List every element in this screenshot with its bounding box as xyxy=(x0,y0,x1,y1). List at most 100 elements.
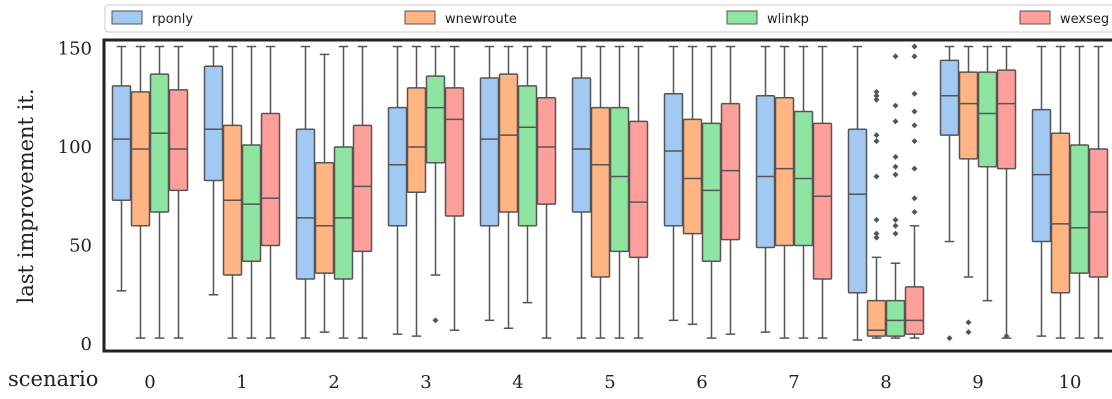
outlier-point xyxy=(912,44,918,50)
box-iqr xyxy=(1033,110,1051,242)
box-iqr xyxy=(887,301,905,336)
box-iqr xyxy=(335,147,353,279)
box-wlinkp-8 xyxy=(887,53,905,338)
box-wexseg-3 xyxy=(446,47,464,331)
outlier-point xyxy=(912,122,918,128)
x-tick-label: 4 xyxy=(512,372,523,393)
box-iqr xyxy=(408,88,426,192)
y-tick-label: 0 xyxy=(81,334,92,355)
box-rponly-10 xyxy=(1033,47,1051,337)
outlier-point xyxy=(874,174,880,180)
legend-swatch xyxy=(727,11,757,24)
box-wnewroute-1 xyxy=(224,47,242,339)
box-wexseg-7 xyxy=(814,47,832,339)
box-rponly-9 xyxy=(941,47,959,342)
box-wnewroute-6 xyxy=(684,47,702,325)
x-tick-label: 0 xyxy=(144,372,155,393)
box-iqr xyxy=(389,108,407,226)
box-wexseg-0 xyxy=(170,47,188,339)
box-iqr xyxy=(906,287,924,334)
outlier-point xyxy=(893,164,899,170)
box-iqr xyxy=(262,114,280,246)
box-rponly-6 xyxy=(665,47,683,321)
box-iqr xyxy=(519,86,537,226)
outlier-point xyxy=(912,109,918,115)
legend-frame xyxy=(105,5,1112,32)
box-iqr xyxy=(776,98,794,246)
box-wnewroute-3 xyxy=(408,47,426,337)
outlier-point xyxy=(912,138,918,144)
box-wlinkp-2 xyxy=(335,47,353,339)
box-wnewroute-4 xyxy=(500,47,518,329)
x-tick-label: 7 xyxy=(788,372,799,393)
box-iqr xyxy=(684,119,702,233)
x-tick-label: 10 xyxy=(1059,372,1082,393)
box-iqr xyxy=(205,66,223,180)
box-iqr xyxy=(500,74,518,212)
legend-label: wexseg xyxy=(1060,12,1109,27)
box-iqr xyxy=(297,129,315,279)
box-iqr xyxy=(481,78,499,226)
y-tick-label: 50 xyxy=(69,236,92,257)
box-iqr xyxy=(354,125,372,251)
y-axis-label: last improvement it. xyxy=(14,89,38,304)
box-wexseg-9 xyxy=(998,47,1016,340)
box-iqr xyxy=(757,96,775,248)
outlier-point xyxy=(966,319,972,325)
outlier-point xyxy=(433,317,439,323)
legend: rponly wnewroute wlinkp wexseg xyxy=(105,5,1112,32)
box-iqr xyxy=(703,123,721,261)
box-iqr xyxy=(611,108,629,252)
x-tick-label: 5 xyxy=(604,372,615,393)
box-rponly-5 xyxy=(573,47,591,339)
box-iqr xyxy=(427,76,445,163)
box-wlinkp-5 xyxy=(611,47,629,339)
outlier-point xyxy=(893,103,899,109)
box-rponly-7 xyxy=(757,47,775,333)
box-wexseg-8 xyxy=(906,44,924,339)
box-iqr xyxy=(998,70,1016,169)
box-wexseg-1 xyxy=(262,47,280,339)
x-tick-label: 1 xyxy=(236,372,247,393)
box-rponly-1 xyxy=(205,47,223,295)
outlier-point xyxy=(874,89,880,95)
box-rponly-8 xyxy=(849,47,867,341)
legend-swatch xyxy=(405,11,435,24)
outlier-point xyxy=(966,329,972,335)
x-tick-label: 8 xyxy=(880,372,891,393)
outlier-point xyxy=(912,209,918,215)
box-iqr xyxy=(665,94,683,226)
outlier-point xyxy=(874,132,880,138)
outlier-point xyxy=(874,138,880,144)
x-axis: 0 1 2 3 4 5 6 7 8 9 10 xyxy=(144,372,1081,393)
box-iqr xyxy=(1052,133,1070,293)
box-wexseg-6 xyxy=(722,47,740,335)
box-rponly-2 xyxy=(297,47,315,339)
box-wexseg-5 xyxy=(630,47,648,339)
outlier-point xyxy=(893,154,899,160)
box-iqr xyxy=(849,129,867,293)
box-wlinkp-0 xyxy=(151,47,169,339)
legend-swatch xyxy=(1020,11,1050,24)
box-iqr xyxy=(243,145,261,261)
box-wlinkp-7 xyxy=(795,47,813,339)
box-iqr xyxy=(316,163,334,273)
box-wlinkp-3 xyxy=(427,47,445,324)
box-iqr xyxy=(1071,145,1089,273)
box-iqr xyxy=(170,90,188,190)
outlier-point xyxy=(947,335,953,341)
box-wnewroute-0 xyxy=(132,47,150,339)
box-iqr xyxy=(960,72,978,159)
box-iqr xyxy=(538,98,556,204)
outlier-point xyxy=(893,118,899,124)
outlier-point xyxy=(912,195,918,201)
outlier-point xyxy=(874,217,880,223)
y-axis: 0 50 100 150 xyxy=(58,39,92,356)
box-iqr xyxy=(446,88,464,216)
plot-area xyxy=(113,44,1108,342)
box-iqr xyxy=(592,108,610,277)
outlier-point xyxy=(874,231,880,237)
box-iqr xyxy=(722,104,740,240)
box-wlinkp-1 xyxy=(243,47,261,339)
